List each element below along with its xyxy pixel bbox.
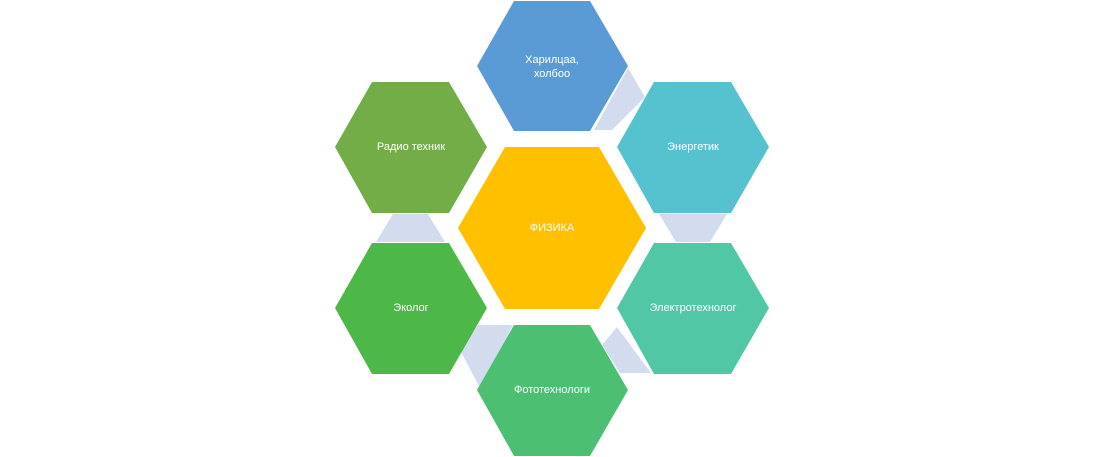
hexagon-communication: Харилцаа, холбоо	[477, 1, 628, 131]
hexagon-ecolog: Эколог	[335, 243, 487, 374]
hexagon-energy-shape	[617, 82, 769, 213]
hexagon-photo-shape	[477, 325, 628, 456]
label-line: холбоо	[534, 68, 570, 80]
hexagon-radio-label: Радио техник	[377, 141, 445, 153]
connector-energy-electro	[659, 214, 727, 242]
hexagon-radio-shape	[335, 82, 487, 213]
hexagon-energy: Энергетик	[617, 82, 769, 213]
hexagon-ecolog-label: Эколог	[393, 302, 428, 314]
center-hexagon: ФИЗИКА	[458, 147, 646, 309]
hexagon-ecolog-shape	[335, 243, 487, 374]
label-line: Харилцаа,	[525, 54, 579, 66]
hexagon-electro-label: Электротехнолог	[650, 302, 737, 314]
hexagon-radio: Радио техник	[335, 82, 487, 213]
connector-electro-photo	[602, 327, 651, 373]
connector-ecolog-radio	[376, 214, 445, 242]
connector-photo-ecolog	[460, 325, 513, 388]
connectors	[376, 68, 727, 388]
hexagon-communication-shape	[477, 1, 628, 131]
hexagon-electro-shape	[617, 243, 769, 374]
hexagon-photo: Фототехнологи	[477, 325, 628, 456]
center-hexagon-label: ФИЗИКА	[530, 222, 575, 234]
hexagon-communication-label: Харилцаа, холбоо	[525, 54, 579, 80]
hexagon-photo-label: Фототехнологи	[514, 384, 590, 396]
connector-communication-energy	[594, 68, 645, 130]
center-hexagon-shape	[458, 147, 646, 309]
hexagon-energy-label: Энергетик	[667, 141, 719, 153]
hexagon-electro: Электротехнолог	[617, 243, 769, 374]
